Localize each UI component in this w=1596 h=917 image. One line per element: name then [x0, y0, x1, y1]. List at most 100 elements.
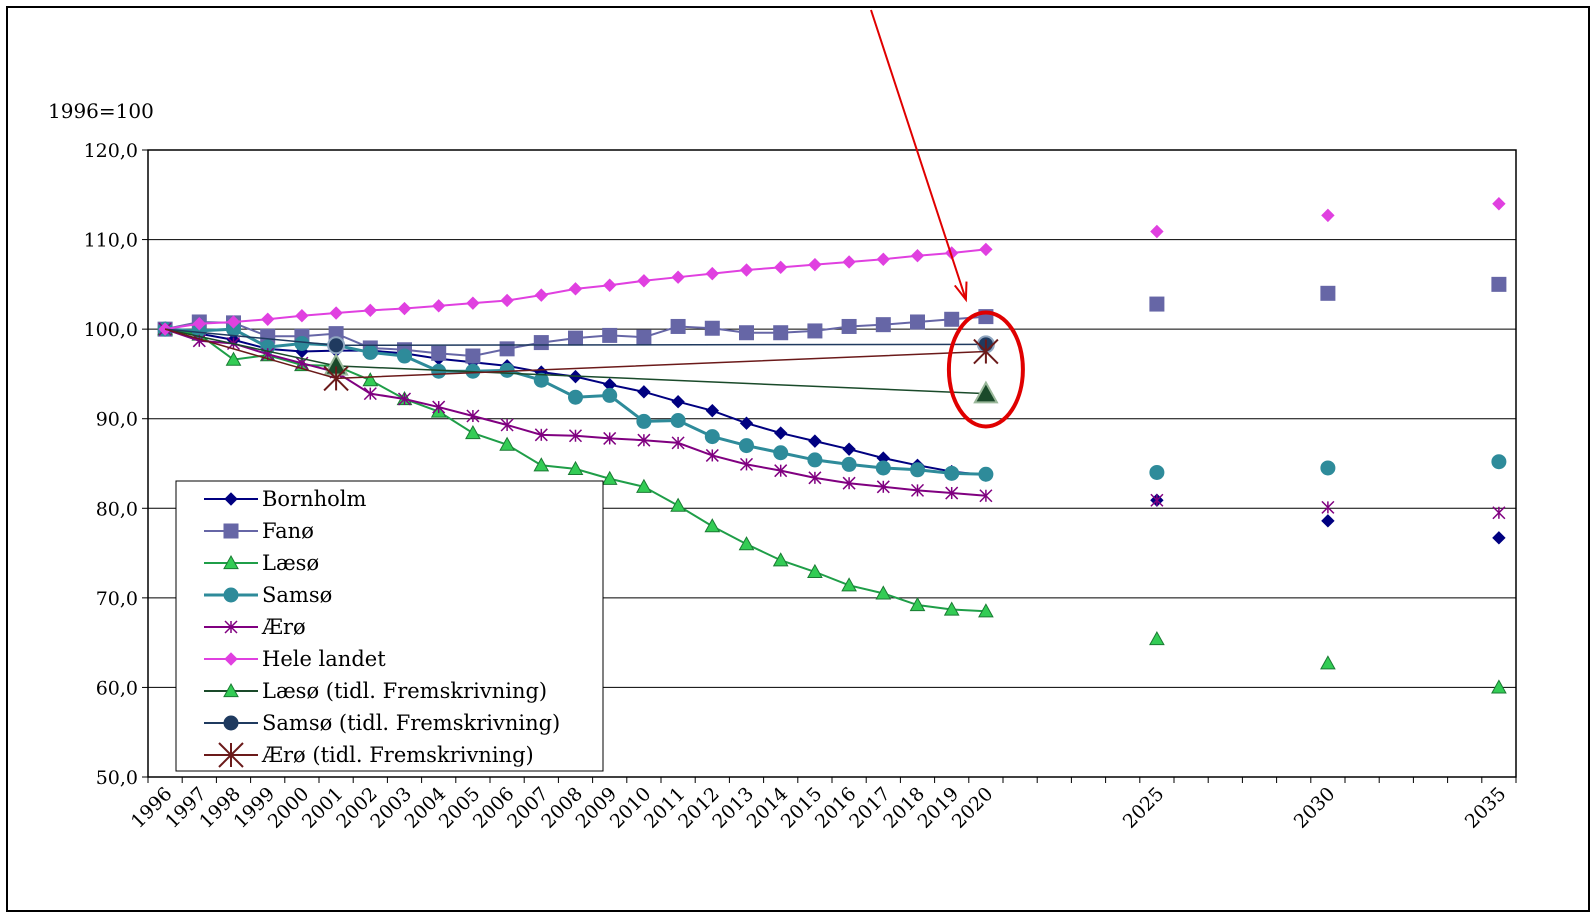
series-8 — [164, 328, 999, 392]
point-marker — [979, 242, 993, 257]
point-marker — [568, 389, 583, 405]
point-marker — [773, 325, 789, 341]
legend-label: Fanø — [262, 519, 314, 543]
point-marker — [910, 248, 925, 263]
point-marker — [601, 470, 618, 485]
point-marker — [397, 348, 412, 364]
point-marker — [808, 434, 822, 448]
point-marker — [568, 282, 583, 296]
point-marker — [499, 436, 515, 451]
point-marker — [910, 462, 925, 478]
point-marker — [909, 596, 926, 612]
point-marker — [1492, 506, 1506, 520]
point-marker — [224, 652, 238, 666]
y-tick-label: 100,0 — [84, 319, 138, 341]
point-marker — [910, 314, 925, 330]
point-marker — [534, 428, 548, 442]
point-marker — [397, 301, 412, 316]
point-marker — [773, 445, 789, 461]
point-marker — [807, 563, 823, 578]
point-marker — [973, 338, 999, 365]
x-tick-label: 2030 — [1290, 783, 1340, 833]
point-marker — [739, 263, 754, 277]
point-marker — [772, 552, 789, 567]
point-marker — [1320, 655, 1336, 670]
point-marker — [705, 403, 720, 418]
series-3 — [157, 321, 1507, 482]
point-marker — [943, 601, 960, 616]
point-marker — [534, 288, 549, 302]
point-marker — [637, 274, 651, 288]
point-marker — [1149, 296, 1165, 312]
point-marker — [773, 260, 788, 275]
point-marker — [223, 587, 239, 603]
point-marker — [1149, 631, 1165, 646]
point-marker — [1321, 514, 1335, 528]
point-marker — [499, 362, 515, 378]
legend-label: Ærø (tidl. Fremskrivning) — [261, 743, 534, 767]
point-marker — [431, 345, 447, 361]
point-marker — [739, 457, 754, 471]
point-marker — [670, 497, 686, 512]
point-marker — [978, 603, 994, 618]
point-marker — [705, 266, 720, 281]
point-marker — [224, 492, 238, 506]
point-marker — [979, 489, 993, 503]
point-marker — [739, 325, 754, 341]
point-marker — [670, 413, 686, 429]
point-marker — [466, 296, 480, 310]
point-marker — [841, 577, 857, 592]
point-marker — [842, 255, 856, 269]
point-marker — [1491, 679, 1507, 694]
legend: Bornholm Fanø Læsø Samsø Ærø Hele landet Læsø … — [175, 480, 604, 772]
point-marker — [670, 318, 686, 334]
point-marker — [1491, 276, 1507, 292]
legend-label: Ærø — [261, 615, 306, 639]
point-marker — [945, 486, 959, 500]
point-marker — [1320, 460, 1336, 476]
legend-label: Samsø (tidl. Fremskrivning) — [262, 711, 560, 735]
legend-label: Læsø (tidl. Fremskrivning) — [262, 679, 547, 703]
point-marker — [842, 442, 856, 456]
point-marker — [875, 585, 892, 600]
point-marker — [944, 311, 960, 327]
point-marker — [910, 483, 925, 497]
point-marker — [704, 320, 720, 336]
point-marker — [223, 554, 239, 570]
point-marker — [603, 431, 617, 445]
legend-item: Læsø — [204, 551, 319, 575]
point-marker — [637, 433, 651, 447]
legend-item: Hele landet — [204, 647, 386, 671]
annotations — [870, 9, 1025, 429]
y-axis-ticks: 50,0 60,0 70,0 80,0 90,0 100,0 110,0 120,0 — [84, 140, 148, 789]
annotation-arrow — [870, 9, 967, 300]
x-tick-label: 2025 — [1119, 783, 1169, 833]
point-marker — [841, 456, 857, 472]
y-tick-label: 50,0 — [96, 767, 138, 789]
legend-item: Bornholm — [204, 487, 367, 511]
point-marker — [465, 348, 481, 364]
point-marker — [500, 418, 514, 432]
x-tick-label: 2035 — [1461, 783, 1511, 833]
point-marker — [295, 309, 309, 323]
point-marker — [671, 270, 685, 284]
legend-label: Læsø — [262, 551, 319, 575]
point-marker — [432, 400, 446, 414]
legend-item: Fanø — [204, 519, 314, 543]
point-marker — [773, 426, 788, 440]
point-marker — [499, 341, 515, 357]
point-marker — [223, 682, 239, 698]
point-marker — [636, 413, 652, 429]
point-marker — [327, 336, 346, 355]
point-marker — [841, 318, 857, 334]
point-marker — [192, 317, 207, 331]
point-marker — [329, 306, 343, 320]
point-marker — [774, 464, 788, 478]
point-marker — [637, 385, 651, 399]
point-marker — [876, 252, 891, 266]
point-marker — [223, 715, 239, 731]
point-marker — [533, 372, 549, 388]
point-marker — [294, 335, 310, 351]
point-marker — [362, 372, 379, 387]
